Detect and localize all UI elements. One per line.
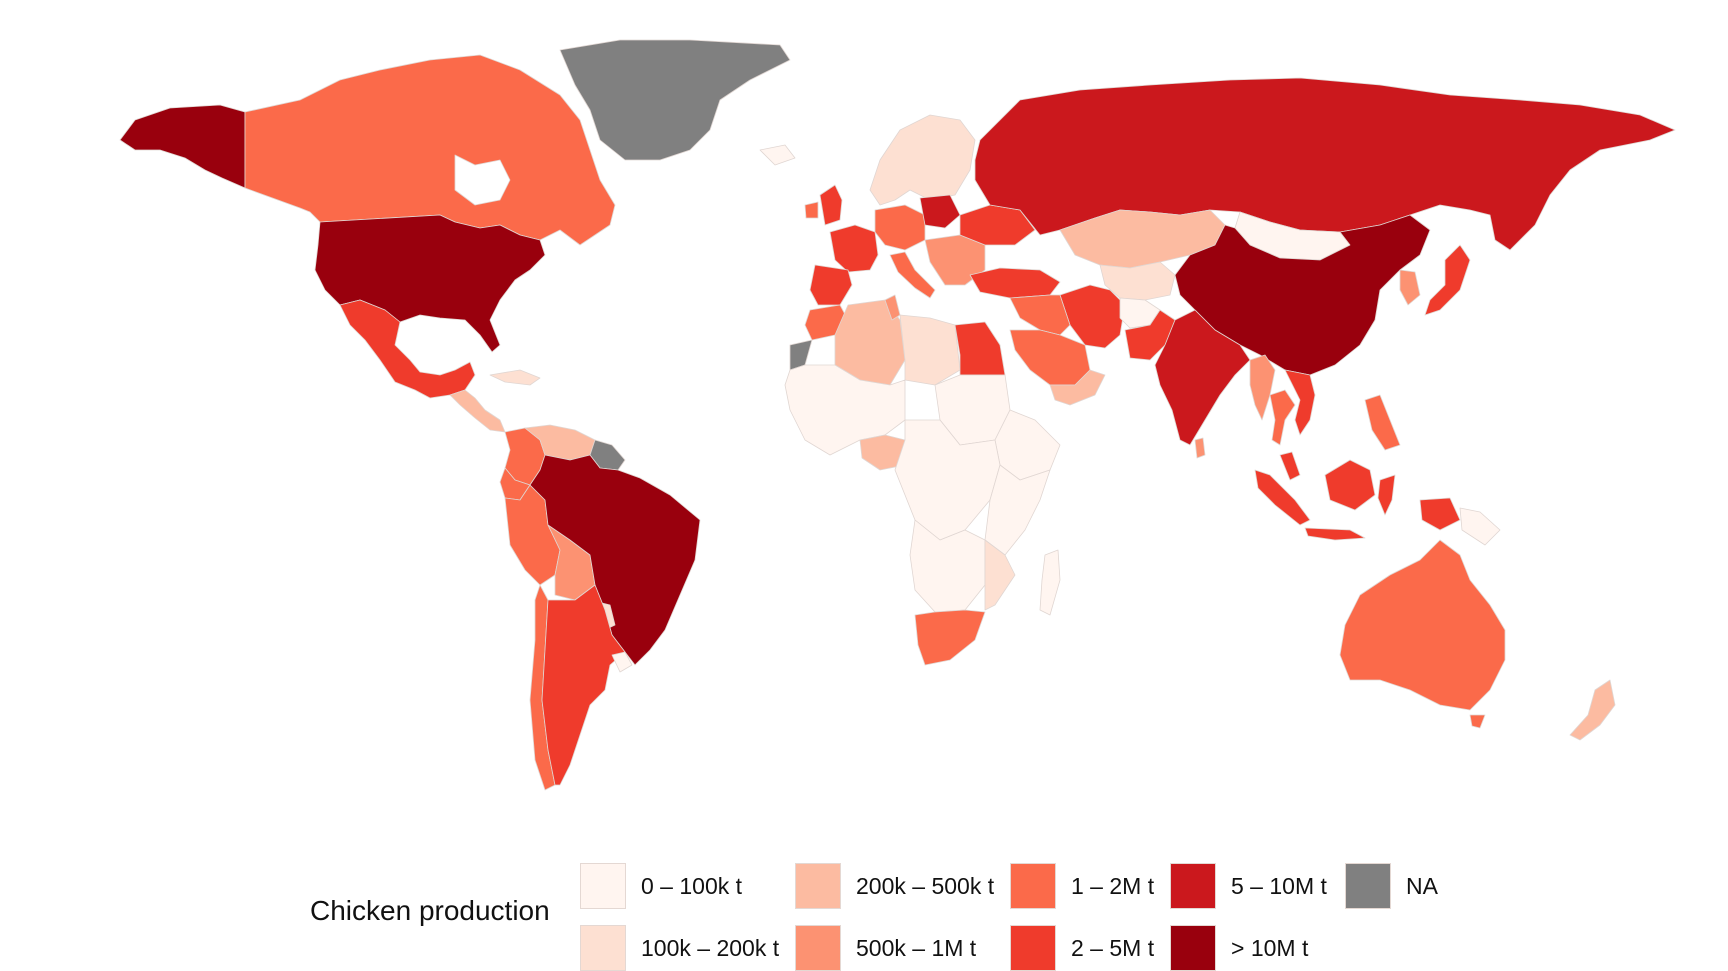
legend-item-over-10m[interactable]: > 10M t [1170, 925, 1308, 971]
legend-label-na: NA [1406, 872, 1438, 899]
legend-swatch-100k-200k [580, 925, 626, 971]
legend-swatch-0-100k [580, 863, 626, 909]
region-central-asia[interactable] [1099, 261, 1176, 301]
region-iceland[interactable] [759, 144, 796, 166]
region-madagascar[interactable] [1039, 549, 1061, 616]
legend-swatch-500k-1m [795, 925, 841, 971]
region-uk[interactable] [819, 184, 843, 226]
region-borneo[interactable] [1324, 459, 1376, 511]
region-png[interactable] [1459, 507, 1501, 546]
region-vietnam[interactable] [1284, 369, 1316, 436]
region-cuba[interactable] [489, 369, 541, 386]
legend-label-500k-1m: 500k – 1M t [856, 934, 977, 961]
region-new-guinea[interactable] [1419, 497, 1461, 531]
region-china[interactable] [1174, 214, 1431, 376]
region-java[interactable] [1304, 527, 1366, 541]
region-new-zealand[interactable] [1569, 679, 1616, 741]
region-saudi-arabia[interactable] [1009, 329, 1091, 386]
region-usa[interactable] [314, 214, 546, 353]
region-poland[interactable] [919, 194, 961, 229]
region-iberia[interactable] [809, 264, 853, 306]
region-uruguay[interactable] [611, 651, 633, 673]
region-japan[interactable] [1424, 244, 1471, 316]
legend-item-1-2m[interactable]: 1 – 2M t [1010, 863, 1154, 909]
legend-swatch-2-5m [1010, 925, 1056, 971]
legend-swatch-1-2m [1010, 863, 1056, 909]
legend-title: Chicken production [310, 895, 550, 926]
legend-label-0-100k: 0 – 100k t [641, 872, 743, 899]
legend-item-0-100k[interactable]: 0 – 100k t [580, 863, 742, 909]
legend-swatch-5-10m [1170, 863, 1216, 909]
region-thailand[interactable] [1269, 389, 1296, 446]
region-ireland[interactable] [804, 201, 819, 219]
region-sulawesi[interactable] [1377, 474, 1396, 516]
region-egypt[interactable] [954, 321, 1006, 376]
region-malaysia[interactable] [1279, 451, 1301, 481]
legend-label-1-2m: 1 – 2M t [1071, 872, 1155, 899]
region-myanmar[interactable] [1249, 354, 1276, 421]
region-southern-africa[interactable] [909, 519, 986, 613]
region-central-europe[interactable] [874, 204, 926, 251]
legend-item-500k-1m[interactable]: 500k – 1M t [795, 925, 976, 971]
region-central-america[interactable] [449, 389, 506, 433]
region-alaska[interactable] [119, 104, 246, 189]
region-iraq-syria[interactable] [1009, 294, 1071, 336]
legend-label-100k-200k: 100k – 200k t [641, 934, 780, 961]
legend-label-2-5m: 2 – 5M t [1071, 934, 1155, 961]
region-tasmania[interactable] [1469, 714, 1486, 729]
legend-item-2-5m[interactable]: 2 – 5M t [1010, 925, 1154, 971]
region-greenland[interactable] [559, 39, 791, 161]
region-libya[interactable] [899, 314, 961, 386]
region-mexico[interactable] [339, 299, 476, 399]
region-yemen-oman[interactable] [1049, 369, 1106, 406]
region-india[interactable] [1154, 309, 1251, 446]
legend-label-200k-500k: 200k – 500k t [856, 872, 995, 899]
legend-item-5-10m[interactable]: 5 – 10M t [1170, 863, 1327, 909]
region-turkey[interactable] [969, 267, 1061, 299]
region-sumatra[interactable] [1254, 469, 1311, 526]
region-korea[interactable] [1399, 269, 1421, 306]
region-south-africa[interactable] [914, 609, 986, 666]
legend-swatch-na [1345, 863, 1391, 909]
region-west-africa[interactable] [784, 364, 906, 456]
region-sri-lanka[interactable] [1194, 437, 1206, 459]
legend-label-over-10m: > 10M t [1231, 934, 1309, 961]
region-philippines[interactable] [1364, 394, 1401, 451]
region-australia[interactable] [1339, 539, 1506, 711]
legend-label-5-10m: 5 – 10M t [1231, 872, 1327, 899]
region-brazil[interactable] [529, 454, 701, 666]
legend-item-na[interactable]: NA [1345, 863, 1438, 909]
region-iran[interactable] [1059, 284, 1126, 349]
region-italy[interactable] [889, 251, 936, 299]
legend-swatch-over-10m [1170, 925, 1216, 971]
legend-item-200k-500k[interactable]: 200k – 500k t [795, 863, 994, 909]
region-argentina[interactable] [541, 584, 626, 786]
region-scandinavia[interactable] [869, 114, 976, 206]
region-mozambique[interactable] [984, 539, 1016, 611]
legend-item-100k-200k[interactable]: 100k – 200k t [580, 925, 779, 971]
legend-swatch-200k-500k [795, 863, 841, 909]
region-east-africa[interactable] [984, 464, 1051, 556]
region-france[interactable] [829, 224, 879, 273]
